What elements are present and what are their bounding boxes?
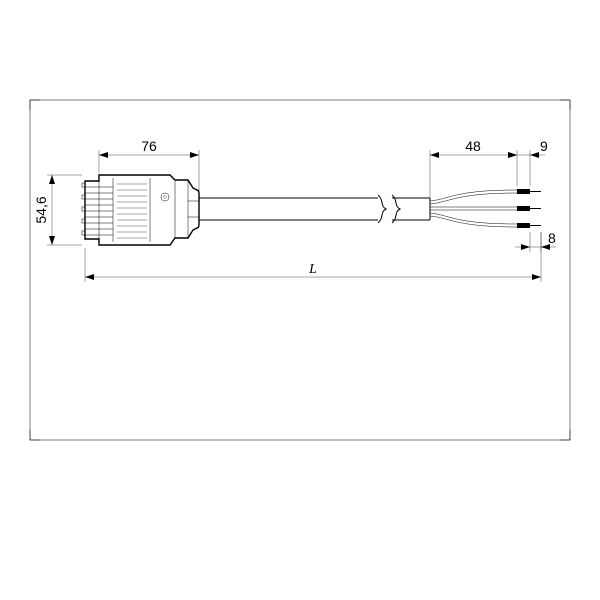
drawing-frame <box>30 100 570 440</box>
connector-ribs <box>82 183 113 235</box>
technical-drawing: 54,6 76 48 9 8 <box>0 0 600 600</box>
dim-strip-label: 8 <box>548 230 556 246</box>
dim-connector-height: 54,6 <box>33 175 82 245</box>
dim-tip-box-length: 9 <box>508 138 548 186</box>
wires <box>430 189 541 228</box>
dim-wire-split-length: 48 <box>430 138 517 205</box>
dim-connector-length: 76 <box>99 138 199 196</box>
connector-grip <box>117 184 147 238</box>
dim-strip-length: 8 <box>515 230 556 252</box>
dim-connector-length-label: 76 <box>141 138 157 154</box>
connector <box>82 175 199 245</box>
cable <box>199 195 430 223</box>
dim-overall-length-label: L <box>308 262 317 277</box>
dim-tip-box-label: 9 <box>540 138 548 154</box>
dim-overall-length: L <box>85 232 541 282</box>
dim-connector-height-label: 54,6 <box>33 196 49 223</box>
dim-wire-split-label: 48 <box>465 138 481 154</box>
